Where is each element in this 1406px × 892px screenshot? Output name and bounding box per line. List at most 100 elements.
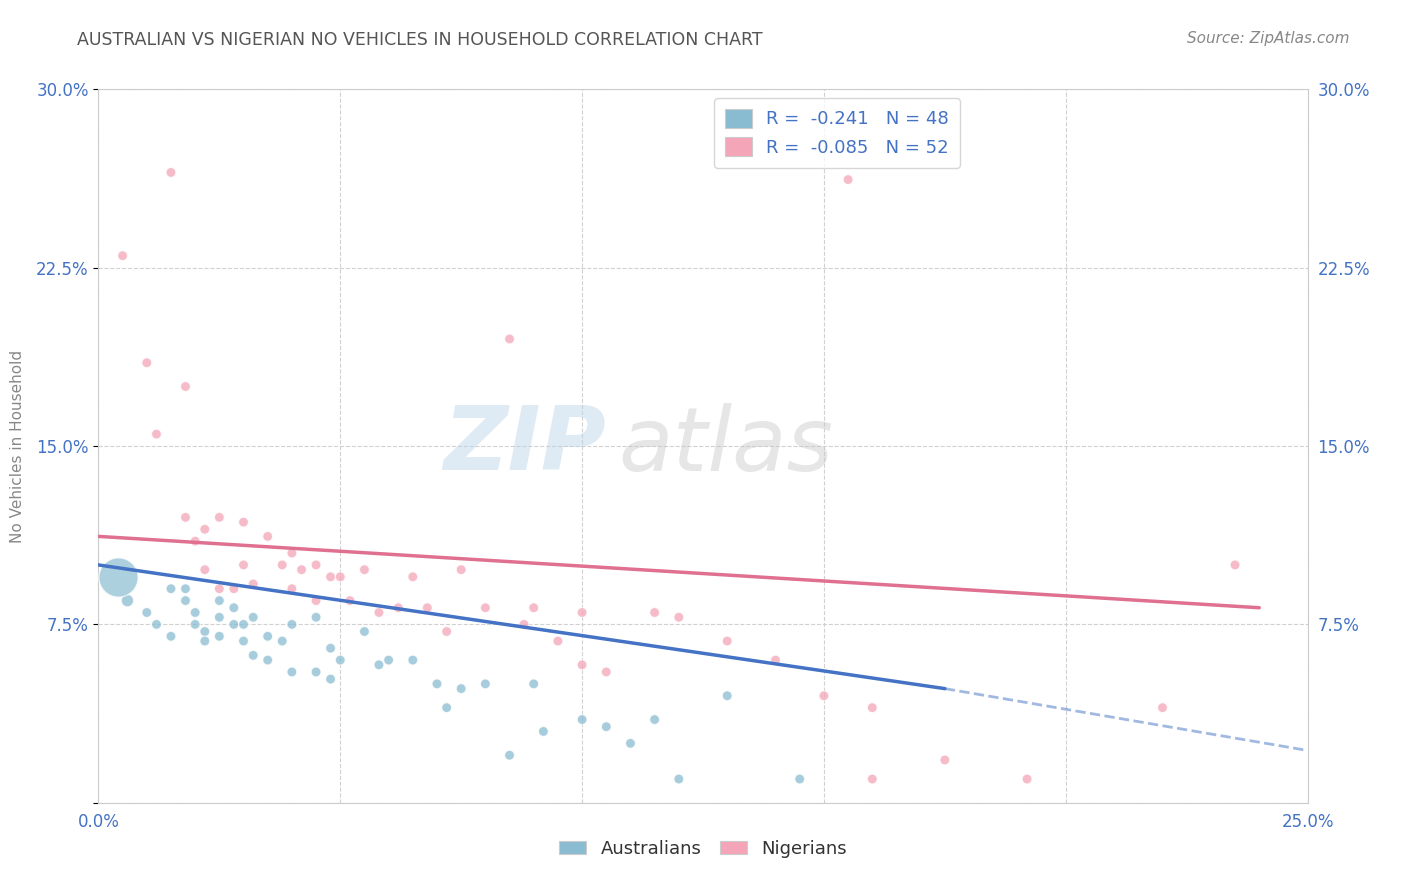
Point xyxy=(117,593,139,607)
Point xyxy=(436,700,458,714)
Point xyxy=(523,677,546,691)
Point xyxy=(194,563,217,577)
Point xyxy=(194,624,217,639)
Point xyxy=(305,558,328,572)
Point xyxy=(860,700,883,714)
Point xyxy=(436,624,458,639)
Point xyxy=(319,641,342,656)
Point xyxy=(523,600,546,615)
Point xyxy=(174,582,197,596)
Point xyxy=(242,610,264,624)
Point xyxy=(145,617,167,632)
Point xyxy=(281,665,304,679)
Point xyxy=(789,772,811,786)
Point xyxy=(208,610,231,624)
Point xyxy=(232,558,254,572)
Point xyxy=(232,515,254,529)
Point xyxy=(111,249,134,263)
Point xyxy=(716,689,738,703)
Point xyxy=(281,617,304,632)
Point xyxy=(339,593,361,607)
Point xyxy=(222,582,245,596)
Point xyxy=(135,356,157,370)
Text: atlas: atlas xyxy=(619,403,834,489)
Point xyxy=(319,570,342,584)
Point xyxy=(765,653,787,667)
Point xyxy=(290,563,312,577)
Point xyxy=(813,689,835,703)
Point xyxy=(281,582,304,596)
Point xyxy=(368,657,391,672)
Point xyxy=(860,772,883,786)
Point xyxy=(319,672,342,686)
Point xyxy=(474,677,496,691)
Point xyxy=(145,427,167,442)
Point xyxy=(716,634,738,648)
Point xyxy=(377,653,399,667)
Point xyxy=(571,606,593,620)
Point xyxy=(1152,700,1174,714)
Text: ZIP: ZIP xyxy=(443,402,606,490)
Point xyxy=(644,606,666,620)
Point xyxy=(368,606,391,620)
Point xyxy=(402,653,425,667)
Point xyxy=(208,593,231,607)
Point xyxy=(353,624,375,639)
Point xyxy=(934,753,956,767)
Point xyxy=(644,713,666,727)
Point xyxy=(222,617,245,632)
Point xyxy=(595,720,617,734)
Point xyxy=(668,610,690,624)
Point xyxy=(329,570,352,584)
Point xyxy=(474,600,496,615)
Point xyxy=(305,610,328,624)
Point xyxy=(353,563,375,577)
Point xyxy=(160,582,183,596)
Point xyxy=(208,582,231,596)
Point xyxy=(271,558,294,572)
Point xyxy=(184,617,207,632)
Point xyxy=(416,600,439,615)
Point xyxy=(668,772,690,786)
Point xyxy=(222,600,245,615)
Point xyxy=(450,681,472,696)
Point xyxy=(256,629,278,643)
Point xyxy=(305,593,328,607)
Point xyxy=(619,736,641,750)
Point xyxy=(426,677,449,691)
Point xyxy=(571,657,593,672)
Legend: Australians, Nigerians: Australians, Nigerians xyxy=(553,833,853,865)
Point xyxy=(329,653,352,667)
Text: AUSTRALIAN VS NIGERIAN NO VEHICLES IN HOUSEHOLD CORRELATION CHART: AUSTRALIAN VS NIGERIAN NO VEHICLES IN HO… xyxy=(77,31,763,49)
Point xyxy=(305,665,328,679)
Point xyxy=(571,713,593,727)
Point xyxy=(242,648,264,663)
Point xyxy=(232,634,254,648)
Point xyxy=(281,546,304,560)
Point xyxy=(498,332,520,346)
Point xyxy=(450,563,472,577)
Point xyxy=(498,748,520,763)
Point xyxy=(184,606,207,620)
Point xyxy=(160,629,183,643)
Y-axis label: No Vehicles in Household: No Vehicles in Household xyxy=(10,350,25,542)
Point xyxy=(135,606,157,620)
Point xyxy=(194,634,217,648)
Text: Source: ZipAtlas.com: Source: ZipAtlas.com xyxy=(1187,31,1350,46)
Point xyxy=(1223,558,1246,572)
Point xyxy=(256,529,278,543)
Point xyxy=(174,593,197,607)
Point xyxy=(242,577,264,591)
Point xyxy=(174,379,197,393)
Point xyxy=(547,634,569,648)
Point xyxy=(531,724,554,739)
Point xyxy=(174,510,197,524)
Point xyxy=(232,617,254,632)
Point xyxy=(1015,772,1038,786)
Point xyxy=(402,570,425,584)
Point xyxy=(208,510,231,524)
Point xyxy=(513,617,536,632)
Point xyxy=(256,653,278,667)
Point xyxy=(271,634,294,648)
Point xyxy=(184,534,207,549)
